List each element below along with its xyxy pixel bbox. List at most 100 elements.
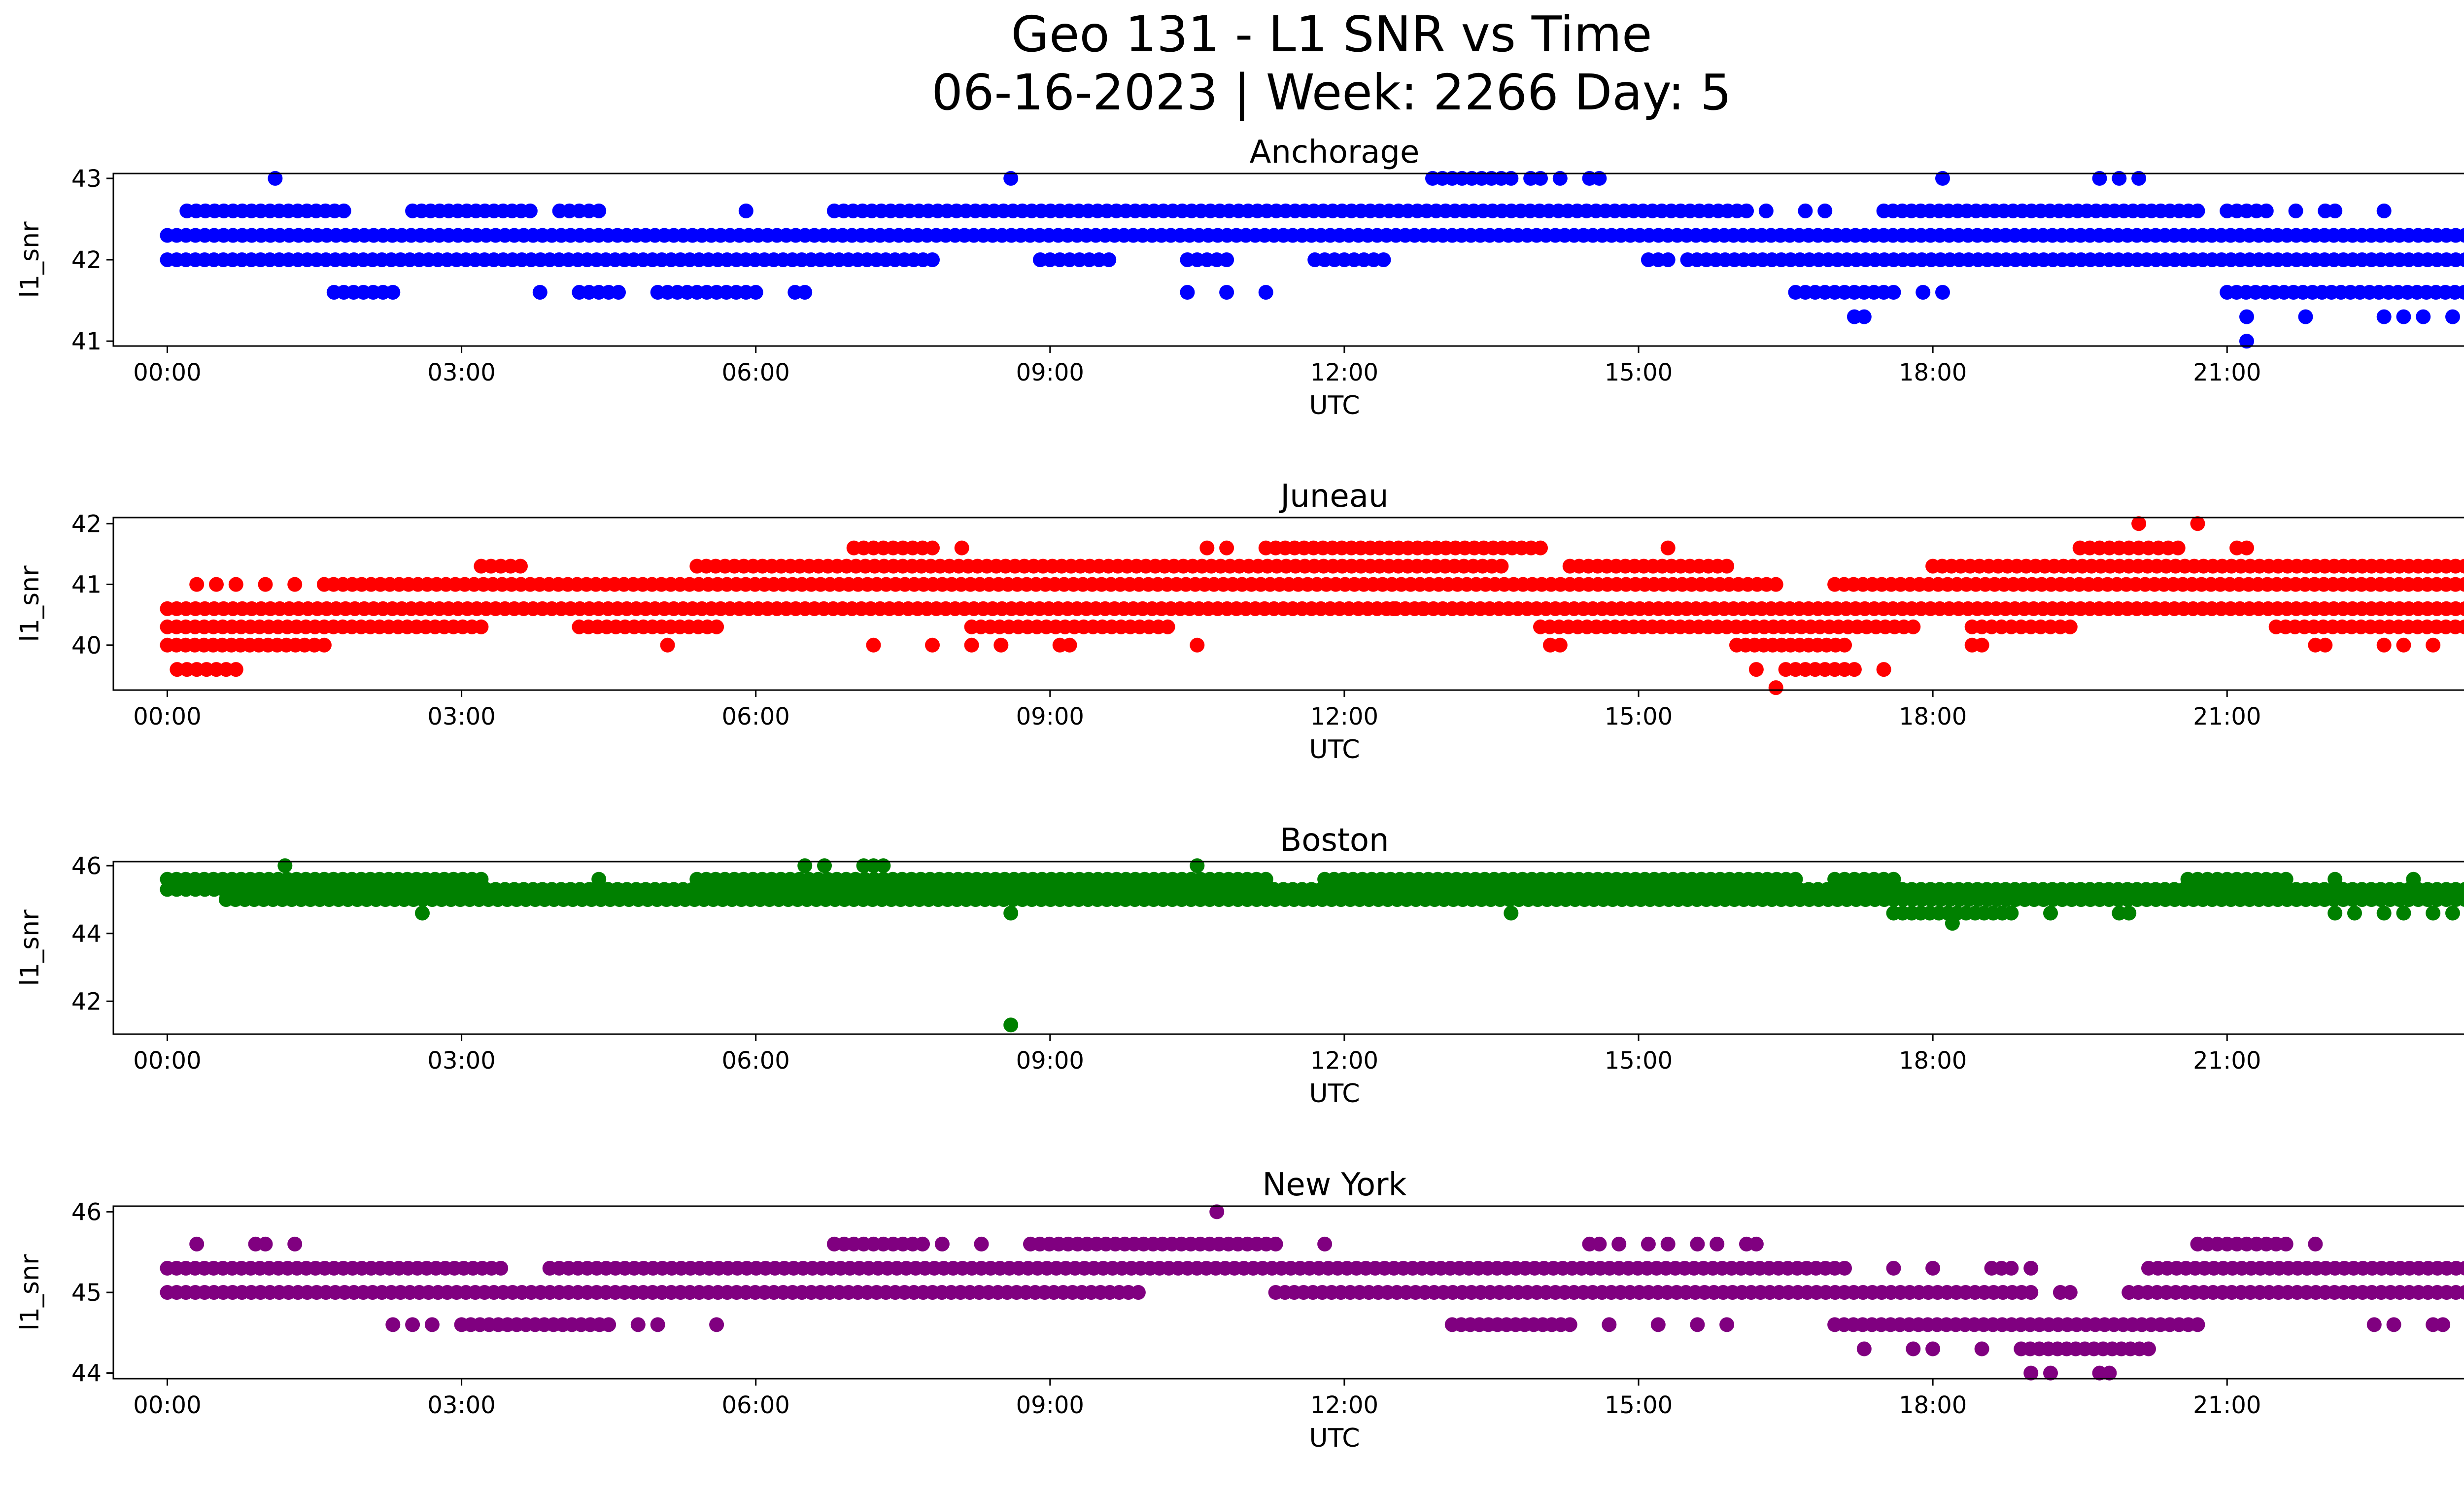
boston-x-tick-label: 12:00: [1310, 1047, 1378, 1075]
juneau-x-tick-label: 03:00: [427, 703, 495, 730]
juneau-data-point: [2457, 619, 2464, 634]
boston-data-point: [415, 905, 430, 921]
juneau-axes-frame: [112, 517, 2464, 691]
new-york-data-point: [974, 1236, 989, 1252]
anchorage-data-point: [1533, 171, 1548, 186]
new-york-data-point: [1710, 1236, 1725, 1252]
anchorage-data-point: [2458, 252, 2464, 267]
boston-data-point: [817, 858, 832, 873]
boston-data-point: [2278, 871, 2293, 887]
boston-x-tick-label: 06:00: [722, 1047, 790, 1075]
boston-data-point: [2406, 871, 2421, 887]
juneau-data-point: [1768, 680, 1783, 695]
juneau-data-point: [513, 558, 528, 574]
new-york-x-tick-label: 00:00: [133, 1391, 201, 1419]
new-york-y-tick-label: 46: [71, 1198, 102, 1226]
juneau-data-point: [1719, 558, 1735, 574]
new-york-data-point: [2435, 1317, 2451, 1332]
anchorage-subplot-title: Anchorage: [1250, 134, 1420, 171]
juneau-data-point: [2131, 516, 2147, 531]
boston-x-tick-label: 21:00: [2193, 1047, 2261, 1075]
new-york-data-point: [2043, 1365, 2058, 1381]
anchorage-data-point: [2298, 309, 2313, 324]
anchorage-data-point: [1003, 171, 1019, 186]
new-york-data-point: [1886, 1260, 1901, 1276]
anchorage-data-point: [1219, 252, 1234, 267]
juneau-data-point: [1444, 601, 1460, 616]
new-york-x-tick-label: 15:00: [1605, 1391, 1673, 1419]
anchorage-data-point: [1935, 285, 1950, 300]
new-york-data-point: [1592, 1236, 1607, 1252]
juneau-x-tick-label: 21:00: [2193, 703, 2261, 730]
anchorage-data-point: [2259, 203, 2274, 218]
boston-y-tick-label: 46: [71, 852, 102, 880]
juneau-data-point: [189, 577, 205, 592]
juneau-data-point: [258, 577, 273, 592]
anchorage-data-point: [1660, 252, 1676, 267]
anchorage-data-point: [2457, 285, 2464, 300]
anchorage-data-point: [1739, 203, 1754, 218]
juneau-data-point: [228, 577, 243, 592]
new-york-data-point: [2386, 1317, 2401, 1332]
anchorage-data-point: [1886, 285, 1901, 300]
juneau-data-point: [1552, 637, 1568, 653]
boston-data-point: [1788, 871, 1803, 887]
anchorage-data-point: [1552, 171, 1568, 186]
anchorage-data-point: [611, 285, 626, 300]
boston-x-tick-label: 03:00: [427, 1047, 495, 1075]
juneau-data-point: [660, 637, 675, 653]
juneau-data-point: [1199, 540, 1215, 556]
juneau-data-point: [2457, 577, 2464, 592]
new-york-data-point: [709, 1317, 724, 1332]
anchorage-x-tick-label: 09:00: [1016, 359, 1084, 386]
boston-data-point: [1003, 1017, 1019, 1033]
new-york-data-point: [1748, 1236, 1764, 1252]
juneau-data-point: [2376, 637, 2392, 653]
juneau-data-point: [925, 540, 940, 556]
juneau-data-point: [1974, 637, 1989, 653]
juneau-x-tick-label: 18:00: [1899, 703, 1967, 730]
anchorage-data-point: [2458, 228, 2464, 243]
new-york-data-point: [1660, 1236, 1676, 1252]
juneau-data-point: [1386, 601, 1401, 616]
juneau-data-point: [1258, 540, 1273, 556]
new-york-data-point: [1611, 1236, 1627, 1252]
new-york-data-point: [1906, 1341, 1921, 1356]
new-york-data-point: [1562, 1317, 1577, 1332]
juneau-x-tick-label: 12:00: [1310, 703, 1378, 730]
anchorage-data-point: [2396, 309, 2411, 324]
new-york-x-tick-label: 06:00: [722, 1391, 790, 1419]
anchorage-data-point: [738, 203, 753, 218]
anchorage-data-point: [1592, 171, 1607, 186]
new-york-y-tick-label: 44: [71, 1360, 102, 1388]
juneau-scatter-series: [160, 516, 2464, 695]
boston-data-point: [2004, 905, 2019, 921]
anchorage-data-point: [385, 285, 401, 300]
anchorage-data-point: [1798, 203, 1813, 218]
juneau-data-point: [1062, 637, 1077, 653]
new-york-data-point: [405, 1317, 420, 1332]
anchorage-data-point: [748, 285, 763, 300]
subplots-container: Anchorage 00:00 03:00 06:00 09:00 12:00 15:00 1…: [15, 134, 2464, 1453]
anchorage-x-tick-label: 06:00: [722, 359, 790, 386]
juneau-data-point: [1160, 619, 1175, 634]
juneau-data-point: [474, 619, 489, 634]
juneau-y-tick-label: 40: [71, 632, 102, 660]
anchorage-y-tick-label: 42: [71, 246, 102, 274]
anchorage-x-tick-label: 15:00: [1605, 359, 1673, 386]
boston-data-point: [2376, 905, 2392, 921]
new-york-data-point: [2023, 1285, 2039, 1300]
new-york-data-point: [424, 1317, 440, 1332]
new-york-x-tick-label: 12:00: [1310, 1391, 1378, 1419]
boston-y-axis-label: l1_snr: [15, 909, 45, 986]
anchorage-data-point: [2288, 203, 2303, 218]
anchorage-x-tick-label: 00:00: [133, 359, 201, 386]
new-york-data-point: [1925, 1341, 1941, 1356]
juneau-data-point: [1748, 662, 1764, 677]
boston-x-tick-label: 09:00: [1016, 1047, 1084, 1075]
juneau-data-point: [1906, 619, 1921, 634]
boston-data-point: [1886, 871, 1901, 887]
anchorage-y-axis-label: l1_snr: [15, 221, 45, 298]
juneau-data-point: [1876, 662, 1891, 677]
anchorage-y-tick-label: 43: [71, 165, 102, 193]
